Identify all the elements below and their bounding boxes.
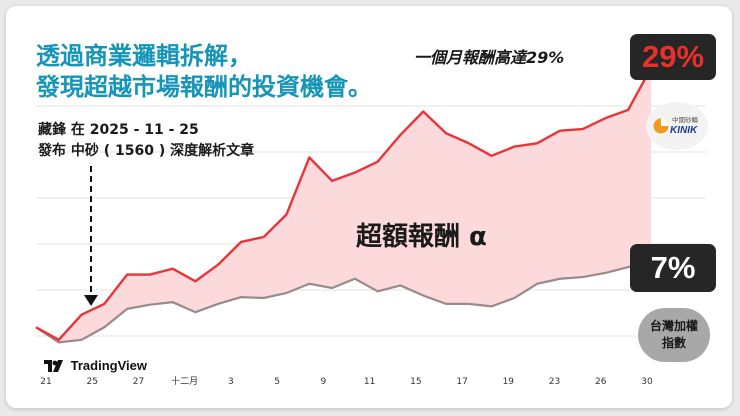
index-label-pill: 台灣加權 指數 <box>638 308 710 362</box>
index-label-line-1: 台灣加權 <box>649 319 698 333</box>
stock-series-line <box>35 67 653 342</box>
tradingview-watermark: TradingView <box>44 357 147 373</box>
logo-text-main: KINIK <box>670 125 698 136</box>
publish-note-line-2: 發布 中砂 ( 1560 ) 深度解析文章 <box>38 143 255 159</box>
x-tick-label: 3 <box>228 377 234 387</box>
x-tick-label: 23 <box>549 377 560 387</box>
x-tick-label: 19 <box>503 377 515 387</box>
x-tick-label: 十二月 <box>171 375 198 387</box>
x-tick-label: 9 <box>321 377 327 387</box>
logo-text-top: 中國砂輪 <box>672 115 699 124</box>
stock-return-badge: 29% <box>630 34 716 80</box>
return-chart: 21 25 27 十二月 3 5 9 11 15 17 19 23 26 30 <box>35 67 706 387</box>
tradingview-label: TradingView <box>70 358 147 374</box>
x-tick-label: 21 <box>40 377 51 387</box>
x-tick-label: 11 <box>364 377 375 387</box>
headline-line-1: 透過商業邏輯拆解， <box>36 41 252 70</box>
x-tick-label: 30 <box>641 377 653 387</box>
headline: 透過商業邏輯拆解， 發現超越市場報酬的投資機會。 <box>36 40 372 102</box>
excess-return-label: 超額報酬 α <box>356 222 487 252</box>
peak-return-callout: 一個月報酬高達29% <box>414 48 565 67</box>
company-logo: 中國砂輪 KINIK <box>646 102 708 150</box>
x-tick-label: 26 <box>595 377 607 387</box>
index-return-badge: 7% <box>630 244 716 292</box>
index-series-line <box>35 259 652 344</box>
headline-line-2: 發現超越市場報酬的投資機會。 <box>36 72 372 101</box>
publish-date-arrow-head <box>84 295 98 306</box>
chart-card: 21 25 27 十二月 3 5 9 11 15 17 19 23 26 30 透過商業邏輯拆解， 發現超… <box>6 6 732 408</box>
publish-note: 藏鋒 在 2025 - 11 - 25 發布 中砂 ( 1560 ) 深度解析文… <box>38 120 254 162</box>
publish-note-line-1: 藏鋒 在 2025 - 11 - 25 <box>38 122 199 138</box>
x-tick-label: 27 <box>133 377 144 387</box>
x-tick-label: 17 <box>456 377 467 387</box>
kinik-logo-icon: 中國砂輪 KINIK <box>653 115 699 136</box>
x-axis-ticks: 21 25 27 十二月 3 5 9 11 15 17 19 23 26 30 <box>40 375 653 387</box>
index-label-line-2: 指數 <box>661 336 686 350</box>
x-tick-label: 15 <box>410 377 421 387</box>
x-tick-label: 5 <box>274 377 280 387</box>
excess-return-area <box>36 68 651 343</box>
tradingview-logo-icon <box>44 359 63 372</box>
x-tick-label: 25 <box>87 377 98 387</box>
